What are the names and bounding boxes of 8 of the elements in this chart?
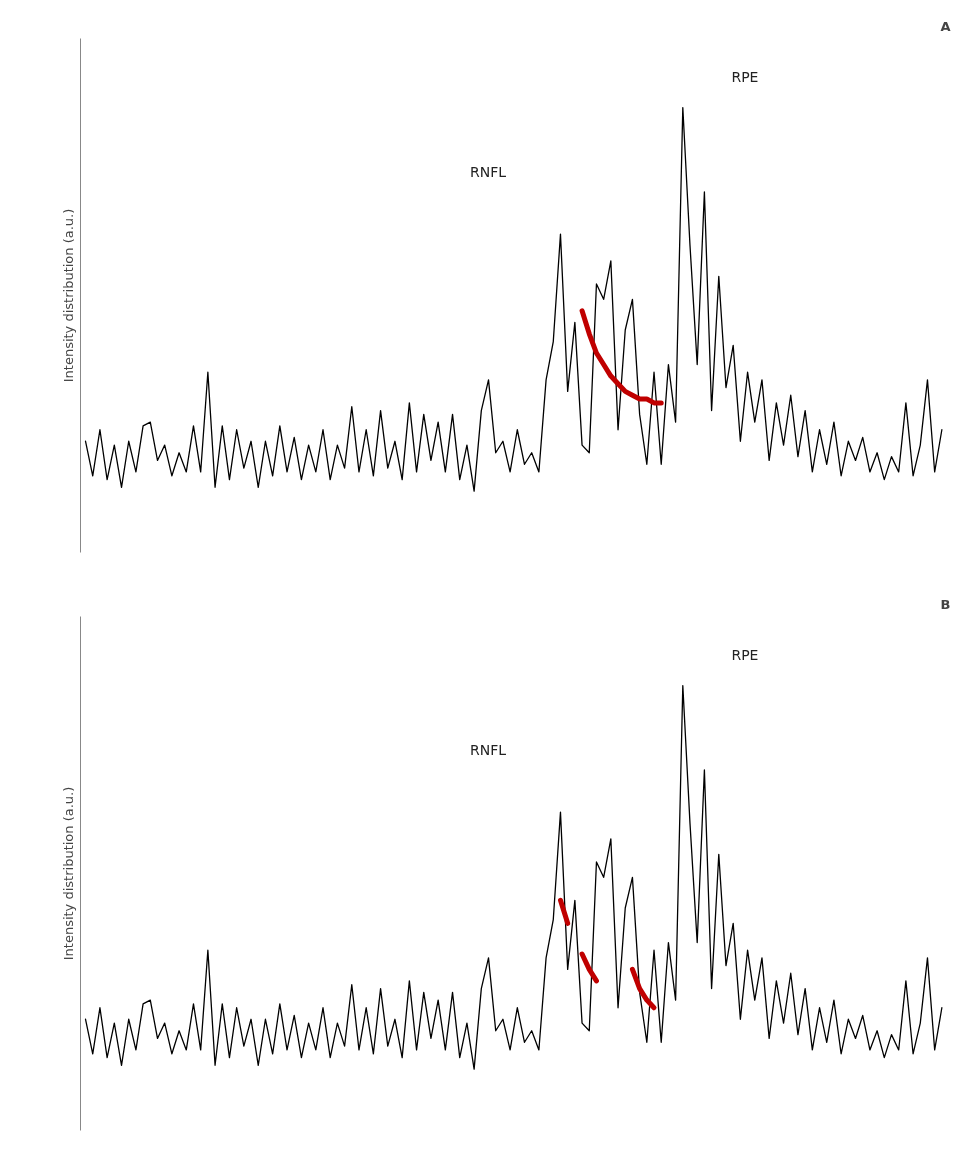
text: RPE	[731, 646, 759, 663]
chart-title: B	[940, 596, 951, 612]
annotation: RNFL	[469, 164, 507, 181]
text: RPE	[731, 68, 759, 85]
y-axis-title: Intensity distribution (a.u.)	[60, 786, 76, 961]
y-axis-title: Intensity distribution (a.u.)	[60, 208, 76, 383]
annotation: RNFL	[469, 742, 507, 759]
chart-title: A	[940, 18, 951, 34]
